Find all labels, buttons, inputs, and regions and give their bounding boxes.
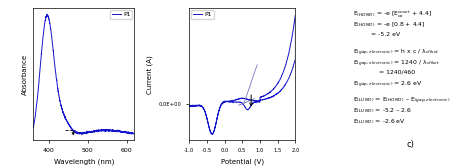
Text: = 1240/460: = 1240/460 [353, 69, 415, 74]
Text: c): c) [407, 140, 415, 149]
Text: E$_{(gap, electronic)}$ = 2.6 eV: E$_{(gap, electronic)}$ = 2.6 eV [353, 80, 422, 91]
Text: E$_{(gap, electronic)}$ = h x c / λ$_{offset}$: E$_{(gap, electronic)}$ = h x c / λ$_{of… [353, 47, 439, 58]
Text: E$_{(HOMO)}$ = -e [0.8 + 4.4]: E$_{(HOMO)}$ = -e [0.8 + 4.4] [353, 21, 425, 29]
Text: E$_{(gap, electronic)}$ = 1240 / λ$_{offset}$: E$_{(gap, electronic)}$ = 1240 / λ$_{off… [353, 58, 440, 69]
Legend: P1: P1 [110, 10, 133, 19]
Y-axis label: Current (A): Current (A) [146, 55, 153, 94]
X-axis label: Potential (V): Potential (V) [221, 158, 264, 165]
Legend: P1: P1 [191, 10, 214, 19]
Y-axis label: Absorbance: Absorbance [22, 54, 27, 95]
Text: E$_{(LUMO)}$ = -5.2 – 2.6: E$_{(LUMO)}$ = -5.2 – 2.6 [353, 107, 411, 115]
Text: E$_{(HOMO)}$ = -e [E$_{ox}^{onset}$ + 4.4]: E$_{(HOMO)}$ = -e [E$_{ox}^{onset}$ + 4.… [353, 10, 432, 20]
Text: E$_{(LUMO)}$ = E$_{(HOMO)}$ – E$_{(gap, electronic)}$: E$_{(LUMO)}$ = E$_{(HOMO)}$ – E$_{(gap, … [353, 96, 450, 106]
Text: = -5.2 eV: = -5.2 eV [353, 32, 400, 37]
X-axis label: Wavelength (nm): Wavelength (nm) [54, 158, 114, 165]
Text: E$_{(LUMO)}$ = -2.6 eV: E$_{(LUMO)}$ = -2.6 eV [353, 118, 405, 126]
